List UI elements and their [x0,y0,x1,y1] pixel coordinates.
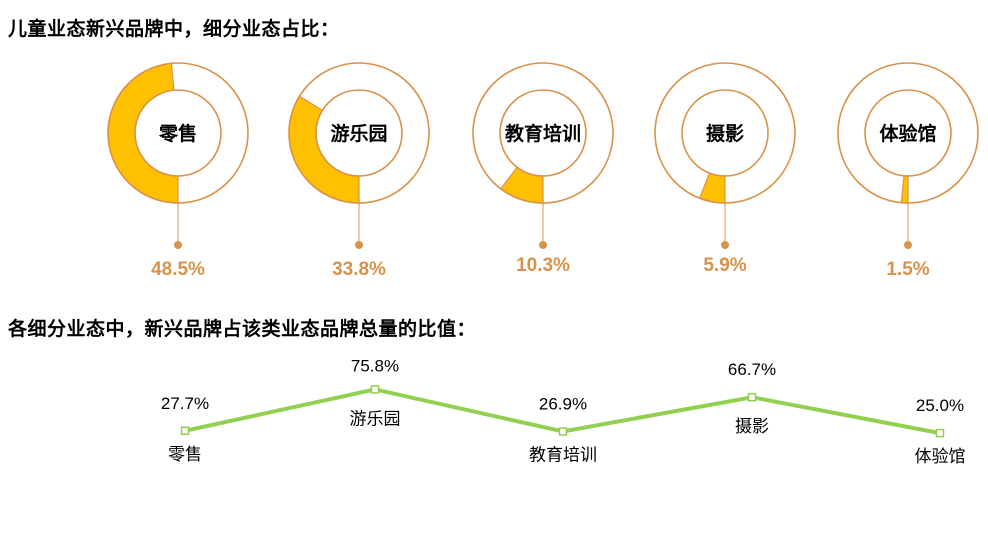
donut-4-slice-outline [698,172,726,204]
ratio-value-label-4: 66.7% [728,360,776,379]
donut-3-slice [500,167,543,203]
donut-4-leader-dot [721,241,729,249]
donut-3-category-label: 教育培训 [505,122,581,145]
donut-5: 体验馆 1.5% [837,62,979,280]
donut-1-category-label: 零售 [158,122,197,145]
donut-5-slice [901,175,908,203]
share-chart-title: 儿童业态新兴品牌中，细分业态占比： [8,18,340,40]
donut-4-slice [699,173,725,203]
donut-1-percent-label: 48.5% [151,259,205,280]
donut-4: 摄影 5.9% [654,62,796,276]
ratio-point-1 [180,426,190,436]
donut-charts: 零售 48.5% 游乐园 33.8% 教育培训 10.3% 摄影 5.9% 体验馆 1.5% [107,62,979,280]
donut-5-leader-dot [904,241,912,249]
ratio-category-label-3: 教育培训 [529,445,597,465]
donut-2: 游乐园 33.8% [288,62,430,280]
donut-3: 教育培训 10.3% [472,62,614,276]
donut-4-percent-label: 5.9% [703,255,746,276]
ratio-point-4 [747,392,757,402]
ratio-category-label-2: 游乐园 [350,409,401,429]
donut-5-percent-label: 1.5% [886,259,929,280]
donut-3-percent-label: 10.3% [516,255,570,276]
donut-3-slice-outline [499,166,544,204]
donut-3-leader-dot [539,241,547,249]
donut-1-slice-outline [107,62,179,204]
ratio-point-3 [558,427,568,436]
ratio-category-label-5: 体验馆 [915,447,966,467]
ratio-value-label-3: 26.9% [539,394,587,413]
ratio-category-label-4: 摄影 [735,417,769,437]
donut-2-category-label: 游乐园 [330,122,387,145]
ratio-chart-title: 各细分业态中，新兴品牌占该类业态品牌总量的比值： [8,318,477,340]
ratio-category-label-1: 零售 [168,445,202,465]
ratio-value-label-2: 75.8% [351,356,399,375]
ratio-point-2 [370,385,380,394]
donut-1: 零售 48.5% [107,62,249,280]
donut-5-category-label: 体验馆 [879,122,936,145]
donut-1-leader-dot [174,241,182,249]
donut-5-slice-outline [900,175,909,204]
donut-2-slice-outline [288,95,360,204]
donut-1-slice [107,63,178,203]
ratio-value-label-1: 27.7% [161,394,209,413]
donut-2-leader-dot [355,241,363,249]
donut-2-slice [289,96,359,203]
ratio-point-5 [935,428,945,438]
donut-4-category-label: 摄影 [706,122,744,145]
donut-2-percent-label: 33.8% [332,259,386,280]
ratio-value-label-5: 25.0% [916,396,964,415]
